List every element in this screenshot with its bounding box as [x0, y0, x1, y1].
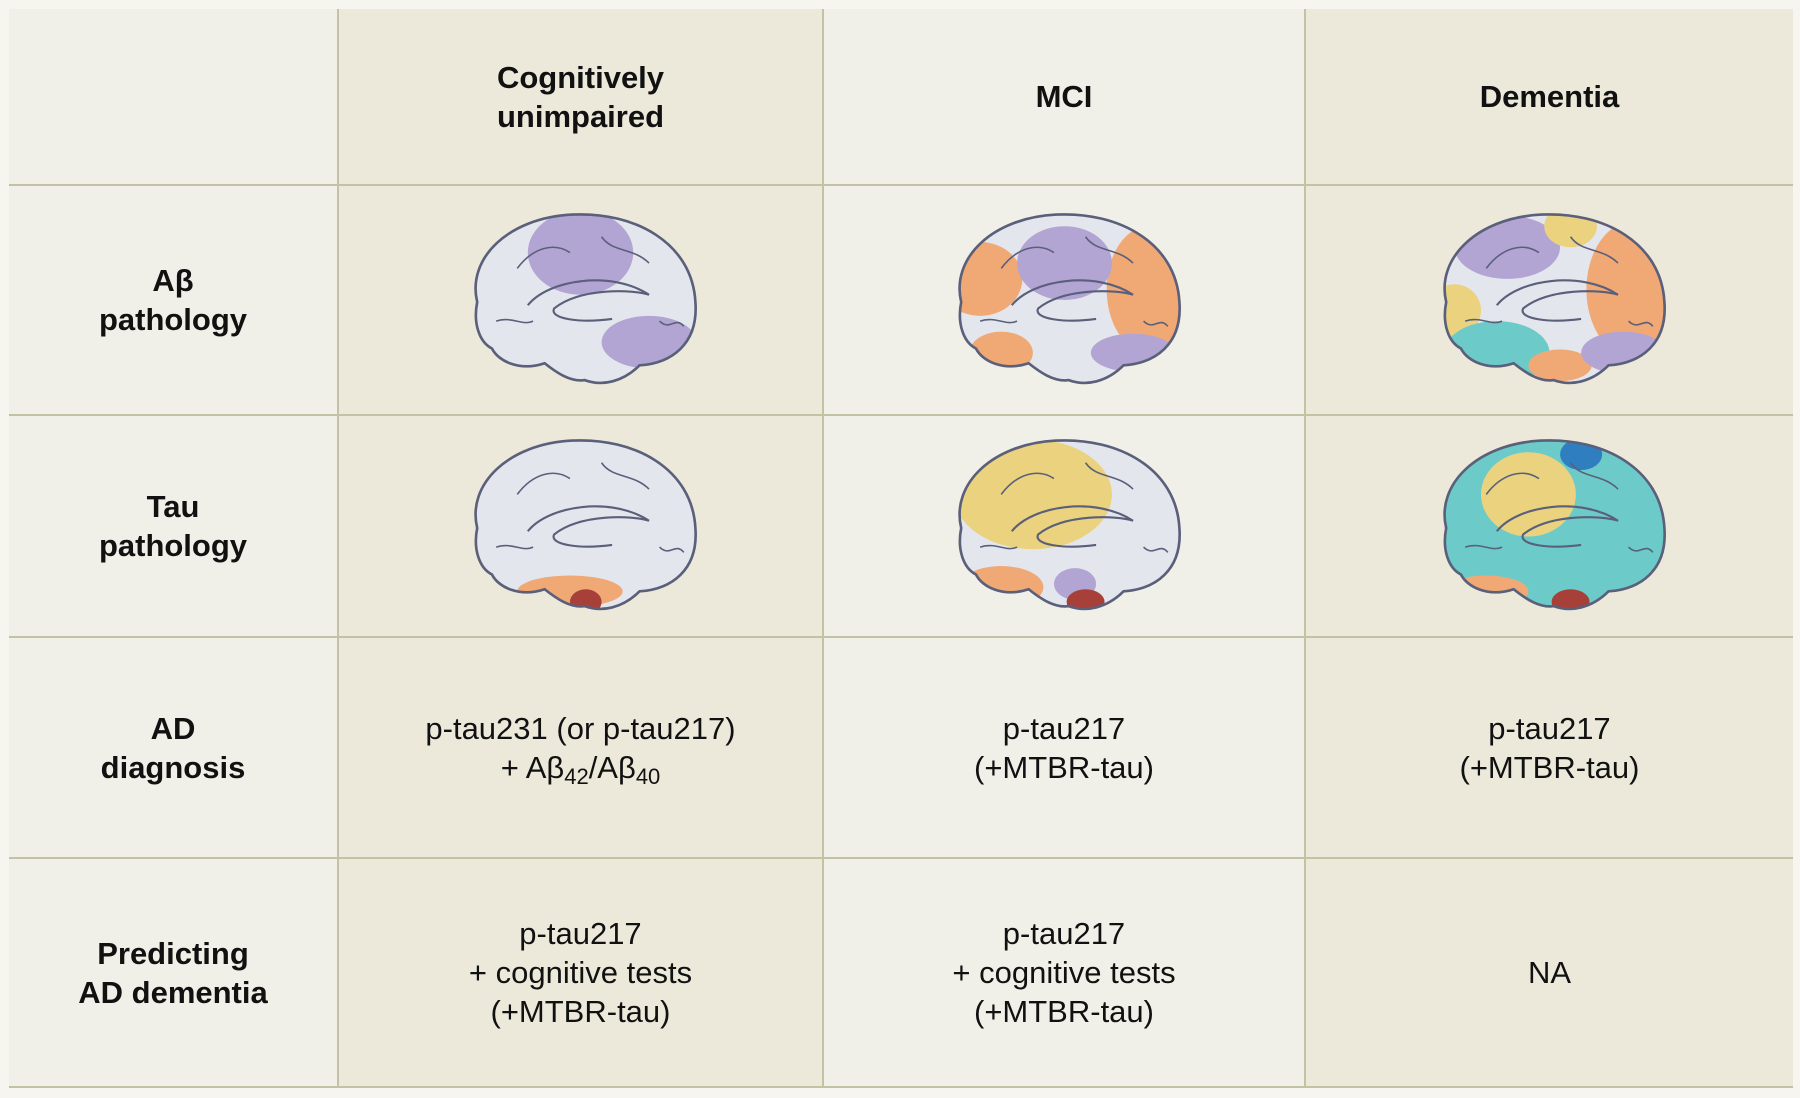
- brain-illustration: [1443, 213, 1666, 385]
- text-line: MCI: [1035, 79, 1093, 114]
- text-line: p-tau217: [1003, 914, 1125, 953]
- table-cell: [339, 416, 824, 638]
- table-cell: [339, 186, 824, 416]
- text-line: (+MTBR-tau): [974, 992, 1154, 1031]
- text: (+MTBR-tau): [490, 994, 671, 1029]
- brain-illustration: [957, 213, 1181, 385]
- text: p-tau231 (or p-tau217): [425, 710, 736, 746]
- text: p-tau217: [1002, 916, 1126, 951]
- row-label: Tau pathology: [9, 416, 339, 638]
- text-line: Aβ: [152, 263, 194, 298]
- text-line: NA: [1528, 953, 1571, 992]
- subscript: 42: [564, 763, 589, 789]
- table-cell: p-tau217 + cognitive tests (+MTBR-tau): [339, 859, 824, 1088]
- text-line: (+MTBR-tau): [974, 748, 1154, 787]
- row-label: Aβ pathology: [9, 186, 339, 416]
- text-line: (+MTBR-tau): [1460, 748, 1640, 787]
- text: + Aβ: [500, 749, 565, 785]
- table-cell: NA: [1306, 859, 1793, 1088]
- text-line: Predicting: [97, 935, 249, 971]
- text-line: + cognitive tests: [469, 953, 692, 992]
- text-line: + cognitive tests: [952, 953, 1175, 992]
- text: (+MTBR-tau): [974, 749, 1154, 785]
- text-line: + Aβ42/Aβ40: [500, 748, 661, 789]
- table-cell: p-tau217 (+MTBR-tau): [1306, 638, 1793, 859]
- text-line: Dementia: [1479, 79, 1620, 114]
- text: p-tau217: [1002, 710, 1126, 746]
- text-line: p-tau217: [1488, 709, 1610, 748]
- brain-illustration: [474, 439, 697, 611]
- table-cell: [824, 186, 1306, 416]
- row-label: AD diagnosis: [9, 638, 339, 859]
- row-label: Predicting AD dementia: [9, 859, 339, 1088]
- text-line: diagnosis: [100, 749, 246, 785]
- table-cell: [1306, 186, 1793, 416]
- column-header: MCI: [824, 9, 1306, 186]
- text: NA: [1527, 955, 1572, 990]
- text: (+MTBR-tau): [1459, 749, 1640, 785]
- text-line: p-tau231 (or p-tau217): [425, 709, 735, 748]
- table: Cognitively unimpaired MCI Dementia Aβ pathol…: [9, 9, 1793, 1088]
- subscript: 40: [635, 763, 661, 789]
- text: /Aβ: [588, 749, 636, 785]
- text-line: p-tau217: [1003, 709, 1125, 748]
- text: + cognitive tests: [468, 955, 693, 990]
- text: + cognitive tests: [952, 955, 1176, 990]
- brain-illustration: [1443, 439, 1666, 611]
- table-cell: p-tau231 (or p-tau217) + Aβ42/Aβ40: [339, 638, 824, 859]
- text: (+MTBR-tau): [974, 994, 1154, 1029]
- column-header: Dementia: [1306, 9, 1793, 186]
- text-line: (+MTBR-tau): [491, 992, 671, 1031]
- column-header: Cognitively unimpaired: [339, 9, 824, 186]
- table-cell: p-tau217 (+MTBR-tau): [824, 638, 1306, 859]
- text-line: p-tau217: [519, 914, 641, 953]
- corner: [9, 9, 339, 186]
- table-cell: [1306, 416, 1793, 638]
- text: p-tau217: [1488, 710, 1611, 746]
- brain-illustration: [957, 439, 1181, 611]
- brain-illustration: [474, 213, 697, 385]
- table-cell: p-tau217 + cognitive tests (+MTBR-tau): [824, 859, 1306, 1088]
- table-cell: [824, 416, 1306, 638]
- text-line: Tau: [146, 489, 200, 524]
- text-line: pathology: [98, 302, 248, 337]
- text-line: Cognitively: [496, 59, 665, 95]
- text-line: AD dementia: [78, 974, 268, 1010]
- text: p-tau217: [519, 916, 642, 951]
- text-line: unimpaired: [496, 98, 665, 134]
- text-line: AD: [150, 710, 196, 746]
- text-line: pathology: [98, 528, 248, 563]
